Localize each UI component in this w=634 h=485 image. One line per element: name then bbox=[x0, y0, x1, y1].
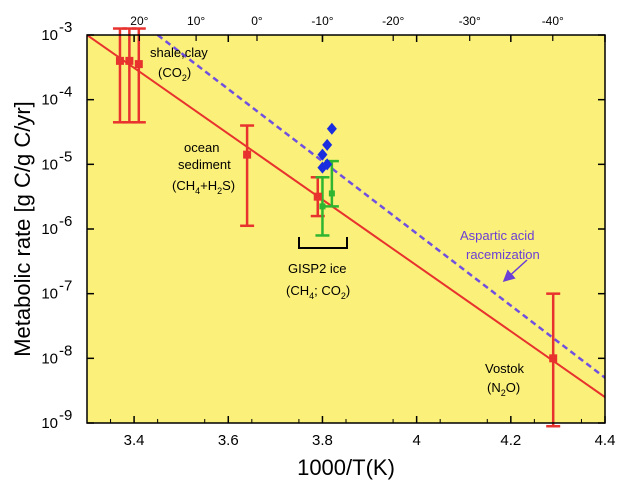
y-tick-exponent: -9 bbox=[59, 407, 72, 424]
blue-data-point bbox=[326, 122, 337, 135]
top-tick-label: 0° bbox=[251, 14, 263, 28]
metabolic-fit-line bbox=[87, 35, 605, 398]
annotation-vostok-line2: (N2O) bbox=[487, 380, 520, 398]
aspartic-racemization-line bbox=[156, 35, 605, 379]
y-tick-label: 10 bbox=[41, 286, 58, 303]
y-tick-exponent: -7 bbox=[59, 278, 72, 295]
annotation-ocean-line2: sediment bbox=[178, 157, 231, 172]
x-axis-title: 1000/T(K) bbox=[297, 455, 395, 480]
x-tick-label: 3.8 bbox=[312, 432, 333, 449]
y-tick-label: 10 bbox=[41, 92, 58, 109]
annotation-shale-line1: shale,clay bbox=[150, 45, 208, 60]
x-tick-label: 4.2 bbox=[500, 432, 521, 449]
red-data-point bbox=[125, 56, 134, 65]
x-tick-label: 3.6 bbox=[218, 432, 239, 449]
y-tick-exponent: -8 bbox=[59, 342, 72, 359]
annotation-shale-line2: (CO2) bbox=[158, 65, 191, 83]
annotation-ocean-line3: (CH4+H2S) bbox=[172, 178, 235, 196]
blue-data-point bbox=[317, 148, 328, 161]
top-tick-label: 20° bbox=[130, 14, 148, 28]
top-axis-ticks: 20° 10° 0° -10° -20° -30° -40° bbox=[130, 14, 564, 41]
green-data-point bbox=[328, 190, 335, 197]
y-tick-label: 10 bbox=[41, 350, 58, 367]
top-tick-label: -40° bbox=[542, 14, 564, 28]
top-tick-label: -30° bbox=[459, 14, 481, 28]
y-tick-exponent: -4 bbox=[59, 84, 72, 101]
y-tick-label: 10 bbox=[41, 156, 58, 173]
x-tick-label: 4.4 bbox=[595, 432, 616, 449]
fit-lines bbox=[87, 35, 605, 398]
blue-data-point bbox=[322, 158, 333, 171]
red-data-point bbox=[549, 354, 558, 363]
green-data-point bbox=[319, 203, 326, 210]
plot-background bbox=[87, 35, 605, 423]
red-data-point bbox=[243, 150, 252, 159]
x-axis-ticks: 3.4 3.6 3.8 4 4.2 4.4 bbox=[110, 35, 616, 449]
top-tick-label: 10° bbox=[187, 14, 205, 28]
top-tick-label: -10° bbox=[311, 14, 333, 28]
y-tick-exponent: -6 bbox=[59, 213, 72, 230]
red-data-point bbox=[134, 60, 143, 69]
annotation-gisp-line2: (CH4; CO2) bbox=[286, 283, 350, 301]
annotation-aspartic-line2: racemization bbox=[466, 247, 540, 262]
gisp2-bracket bbox=[298, 237, 348, 249]
annotation-ocean-line1: ocean bbox=[184, 140, 219, 155]
annotation-gisp-line1: GISP2 ice bbox=[288, 261, 347, 276]
data-points bbox=[115, 56, 558, 363]
x-tick-label: 3.4 bbox=[124, 432, 145, 449]
blue-data-point bbox=[322, 138, 333, 151]
top-tick-label: -20° bbox=[382, 14, 404, 28]
y-tick-label: 10 bbox=[41, 221, 58, 238]
x-tick-label: 4 bbox=[412, 432, 420, 449]
y-axis-ticks: 10-910-810-710-610-510-410-3 bbox=[41, 19, 605, 432]
y-tick-exponent: -3 bbox=[59, 19, 72, 36]
y-tick-label: 10 bbox=[41, 27, 58, 44]
y-tick-label: 10 bbox=[41, 415, 58, 432]
red-data-point bbox=[313, 192, 322, 201]
aspartic-arrow bbox=[502, 259, 528, 283]
annotation-aspartic-line1: Aspartic acid bbox=[460, 228, 534, 243]
annotation-vostok-line1: Vostok bbox=[485, 361, 525, 376]
y-axis-title: Metabolic rate [g C/g C/yr] bbox=[10, 101, 35, 357]
red-data-point bbox=[115, 56, 124, 65]
y-tick-exponent: -5 bbox=[59, 148, 72, 165]
